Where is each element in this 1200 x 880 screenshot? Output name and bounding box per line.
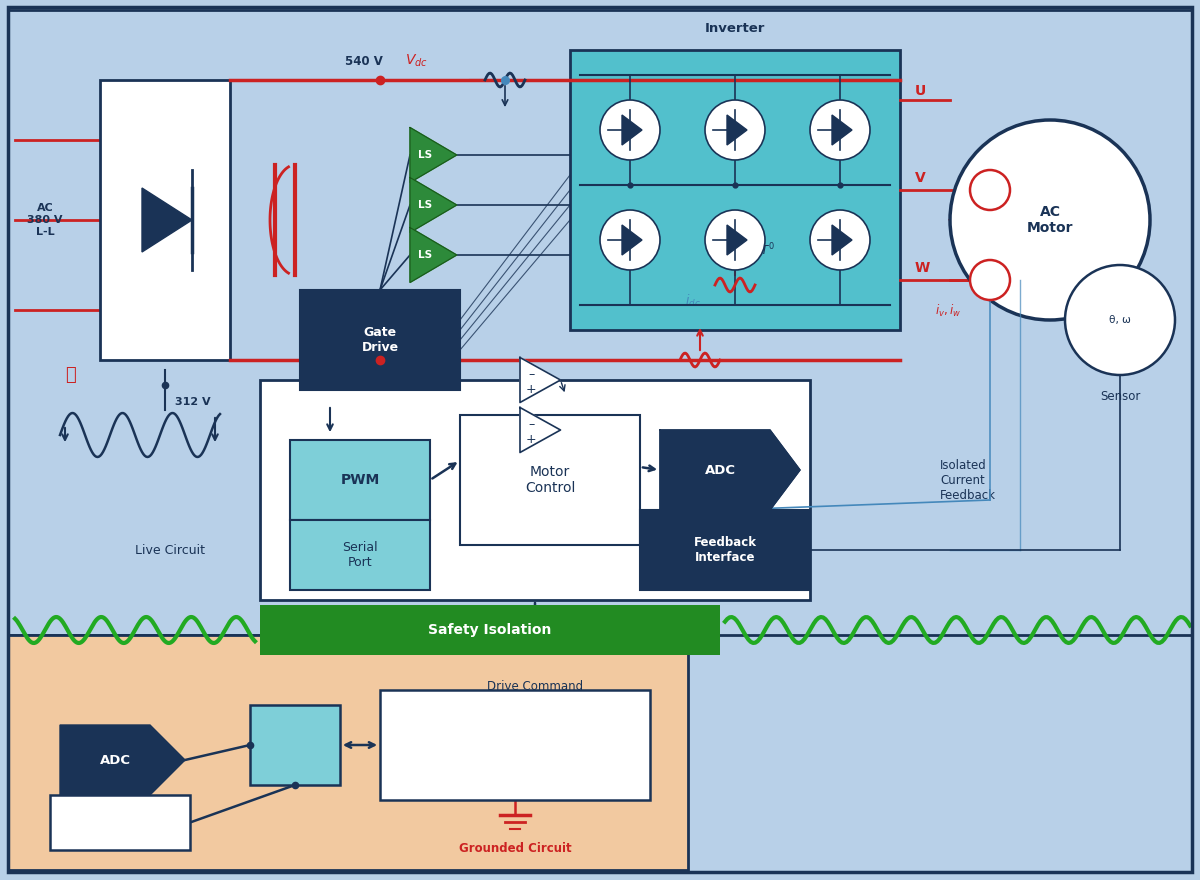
Circle shape (600, 100, 660, 160)
Text: Safety Isolation: Safety Isolation (428, 623, 552, 637)
Bar (250, 705, 340, 785)
Circle shape (950, 120, 1150, 320)
Text: I/F: I/F (286, 738, 305, 752)
Text: –: – (528, 368, 534, 381)
Polygon shape (622, 115, 642, 145)
Bar (290, 520, 430, 590)
Text: AC
Motor: AC Motor (1027, 205, 1073, 235)
Text: Network: Network (94, 816, 146, 829)
Text: LS: LS (419, 150, 432, 160)
Circle shape (970, 170, 1010, 210)
Circle shape (970, 260, 1010, 300)
Circle shape (600, 210, 660, 270)
Bar (290, 440, 430, 520)
Bar (640, 510, 810, 590)
Polygon shape (520, 407, 560, 452)
Polygon shape (660, 430, 800, 510)
Circle shape (706, 210, 766, 270)
Text: COM: COM (316, 445, 344, 458)
Polygon shape (142, 188, 192, 252)
Text: System and
Communications: System and Communications (460, 731, 571, 759)
Text: Command
Input: Command Input (70, 806, 131, 834)
Polygon shape (410, 228, 457, 282)
Text: Isolated
Current
Feedback: Isolated Current Feedback (940, 458, 996, 502)
Bar (100, 80, 230, 360)
Text: $V_{dc}$: $V_{dc}$ (406, 53, 428, 70)
Text: U: U (916, 84, 926, 98)
Text: 312 V: 312 V (175, 397, 211, 407)
Text: $T^0$: $T^0$ (760, 241, 775, 258)
Text: W: W (916, 261, 930, 275)
Bar (260, 605, 720, 655)
Text: $i_v, i_w$: $i_v, i_w$ (935, 303, 961, 319)
Text: +: + (526, 383, 536, 395)
Text: –: – (528, 418, 534, 431)
Text: Grounded Circuit: Grounded Circuit (458, 842, 571, 855)
Polygon shape (410, 178, 457, 232)
Circle shape (1066, 265, 1175, 375)
Circle shape (706, 100, 766, 160)
Bar (50, 795, 190, 850)
Text: ADC: ADC (704, 464, 736, 476)
Text: Sensor: Sensor (1100, 390, 1140, 403)
Bar (380, 690, 650, 800)
Text: Serial
Port: Serial Port (342, 541, 378, 569)
Polygon shape (520, 357, 560, 402)
Text: AC
380 V
L-L: AC 380 V L-L (28, 203, 62, 237)
Text: Inverter: Inverter (704, 22, 766, 35)
Text: Drive Command: Drive Command (487, 680, 583, 693)
Text: Motor
Control: Motor Control (524, 465, 575, 495)
Bar (570, 50, 900, 330)
Text: ADC: ADC (100, 753, 131, 766)
Text: LS: LS (419, 200, 432, 210)
Text: Gate
Drive: Gate Drive (361, 326, 398, 354)
Text: LS: LS (419, 250, 432, 260)
Polygon shape (727, 115, 746, 145)
Text: ⏚: ⏚ (65, 366, 76, 384)
Text: 540 V: 540 V (346, 55, 383, 68)
Polygon shape (832, 115, 852, 145)
Text: +: + (526, 432, 536, 445)
Bar (260, 380, 810, 600)
Text: θ, ω: θ, ω (1109, 315, 1130, 325)
Bar (300, 290, 460, 390)
Text: Feedback
Interface: Feedback Interface (694, 536, 756, 564)
Circle shape (810, 210, 870, 270)
Polygon shape (727, 225, 746, 255)
Polygon shape (410, 128, 457, 182)
Polygon shape (60, 725, 185, 795)
Polygon shape (832, 225, 852, 255)
Polygon shape (622, 225, 642, 255)
Text: $i_{dc}$: $i_{dc}$ (685, 293, 701, 309)
Text: V: V (916, 171, 925, 185)
Bar (460, 415, 640, 545)
Circle shape (810, 100, 870, 160)
Bar (8, 10, 1192, 635)
Bar (8, 635, 688, 870)
Text: Live Circuit: Live Circuit (134, 544, 205, 556)
Text: PWM: PWM (341, 473, 379, 487)
